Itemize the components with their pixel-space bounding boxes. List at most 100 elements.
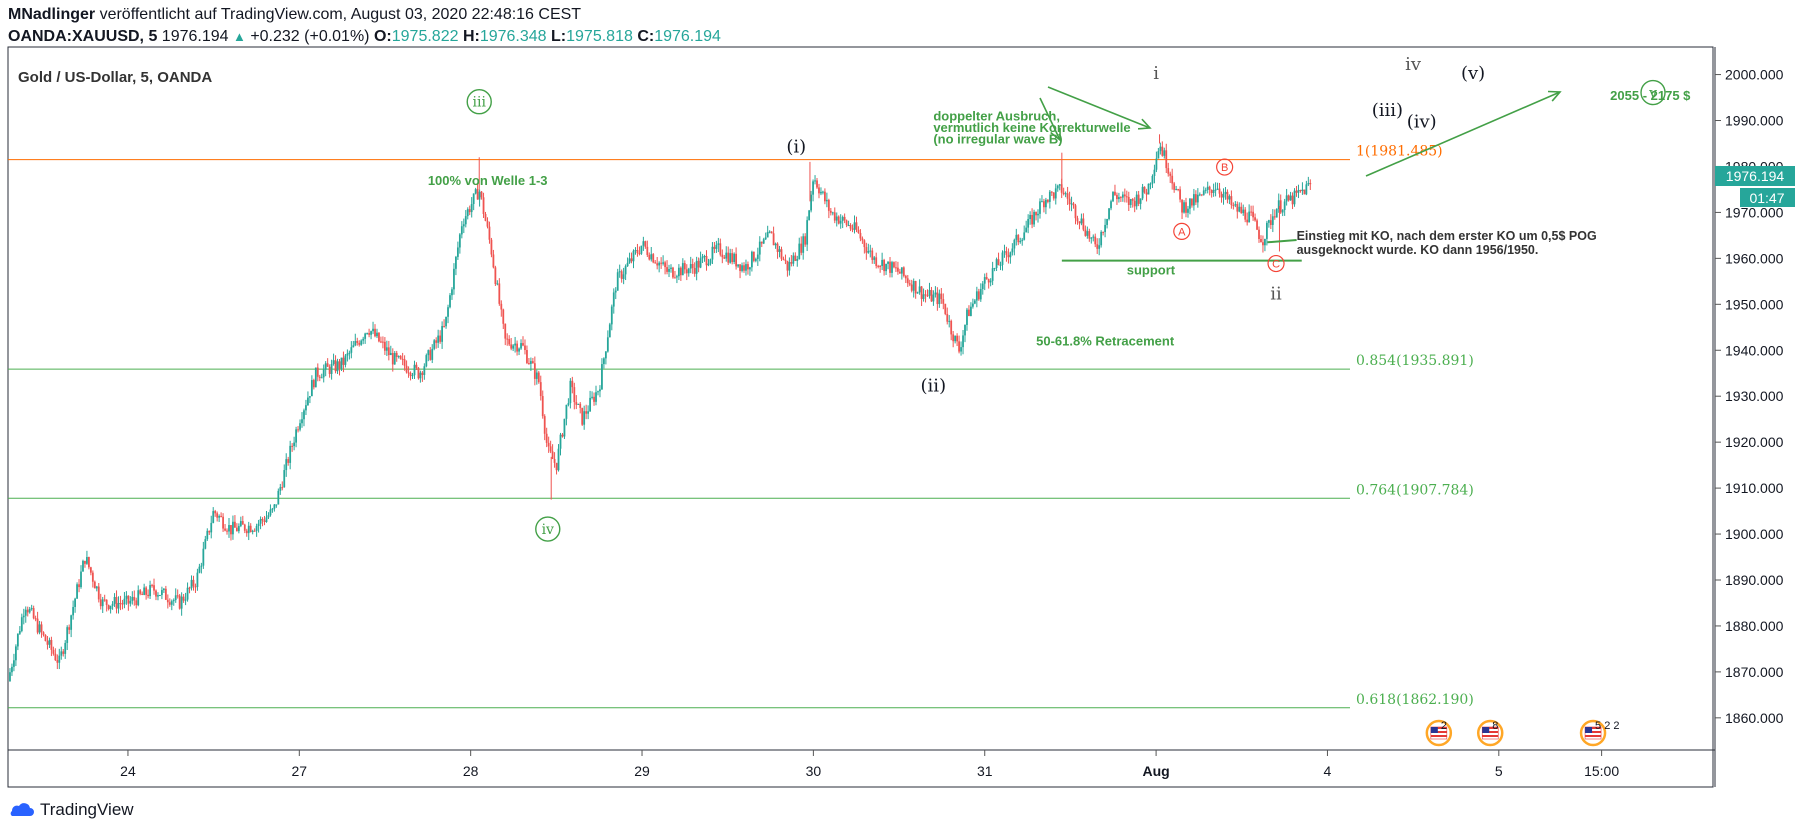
candle-body	[634, 250, 637, 252]
candle-body	[608, 324, 611, 338]
candle-body	[930, 289, 933, 302]
candle-body	[68, 627, 71, 630]
candle-body	[1064, 193, 1067, 195]
candle-body	[780, 249, 783, 259]
candle-body	[1023, 232, 1026, 240]
candle-body	[299, 423, 301, 430]
candle-body	[910, 284, 913, 291]
candle-body	[1250, 211, 1253, 213]
last-price: 1976.194	[161, 28, 229, 45]
candle-body	[865, 247, 868, 253]
candle-body	[488, 226, 491, 240]
fib-level-label-1: 0.854(1935.891)	[1356, 353, 1474, 369]
symbol-name[interactable]: OANDA:XAUUSD, 5	[8, 28, 158, 45]
candle-body	[1177, 188, 1180, 190]
chart-title: Gold / US-Dollar, 5, OANDA	[18, 69, 212, 86]
us-flag-event-icon-2[interactable]: 5 2 2	[1579, 719, 1620, 747]
candle-body	[374, 328, 376, 337]
high-value: 1976.348	[479, 28, 547, 45]
candle-body	[95, 586, 98, 589]
drawings[interactable]	[1039, 86, 1562, 262]
candle-body	[287, 459, 290, 463]
candle-body	[38, 624, 41, 633]
candle-body	[971, 303, 974, 307]
price-axis[interactable]: 1860.000 1870.000 1880.000 1890.000 1900.000…	[1715, 67, 1784, 726]
candle-body	[1125, 196, 1128, 198]
author-name[interactable]: MNadlinger	[8, 6, 96, 23]
y-tick-label-11: 1970.000	[1725, 204, 1784, 220]
candle-body	[1003, 251, 1006, 253]
candle-body	[1039, 201, 1041, 214]
candle-body	[482, 197, 485, 214]
candle-body	[389, 352, 392, 356]
annotation-15: doppelter Ausbruch,	[933, 109, 1060, 124]
candle-body	[18, 631, 21, 634]
candle-body	[906, 278, 909, 284]
candle-body	[664, 262, 666, 268]
candle-body	[245, 530, 248, 534]
candle-body	[214, 511, 217, 514]
candle-body	[257, 523, 260, 527]
candle-body	[1295, 190, 1298, 193]
candle-body	[638, 253, 641, 255]
y-tick-label-8: 1940.000	[1725, 342, 1784, 358]
candle-body	[1116, 194, 1118, 200]
candle-body	[1230, 196, 1233, 206]
candle-body	[875, 257, 878, 266]
us-flag-event-icon-0[interactable]: 2	[1425, 719, 1453, 747]
candle-body	[340, 357, 343, 369]
candle-body	[1157, 151, 1160, 159]
economic-events[interactable]: 2 8 5 2 2	[1425, 719, 1620, 747]
ko-level-line[interactable]	[1267, 238, 1297, 244]
candle-body	[837, 216, 840, 224]
annotation-1-ring	[535, 516, 561, 542]
candle-body	[419, 372, 422, 379]
candle-body	[307, 397, 309, 406]
candle-body	[496, 283, 499, 285]
candle-body	[948, 320, 951, 322]
candle-body	[1191, 198, 1193, 206]
candle-body	[833, 212, 836, 221]
candle-body	[676, 276, 678, 278]
candle-body	[147, 594, 149, 597]
time-axis[interactable]: 24 27 28 29 30 31 Aug 4 5 15:00	[120, 750, 1619, 779]
candle-body	[82, 560, 84, 572]
candle-body	[1161, 146, 1164, 156]
target-arrow[interactable]	[1365, 91, 1561, 177]
us-flag-event-icon-1[interactable]: 8	[1476, 719, 1504, 747]
candle-body	[109, 605, 112, 610]
candle-body	[979, 289, 982, 300]
candle-body	[1098, 245, 1101, 249]
candle-body	[1048, 191, 1051, 202]
candle-body	[729, 253, 732, 263]
candle-body	[794, 255, 797, 261]
candle-body	[1127, 196, 1130, 205]
candle-body	[342, 357, 345, 365]
candle-body	[1238, 206, 1241, 212]
breakout-arrow-1[interactable]	[1039, 97, 1061, 141]
candle-body	[16, 633, 19, 647]
candle-body	[261, 519, 264, 521]
candle-body	[366, 333, 369, 335]
candle-body	[101, 599, 104, 607]
candle-body	[462, 224, 465, 227]
fib-level-label-0: 1(1981.485)	[1356, 144, 1443, 160]
candle-body	[137, 590, 140, 606]
candle-body	[709, 259, 712, 264]
candle-body	[1285, 195, 1288, 202]
annotation-1: iv	[542, 522, 554, 538]
event-count-0: 2	[1441, 720, 1447, 732]
candle-body	[364, 333, 367, 339]
tradingview-logo[interactable]: TradingView	[8, 800, 134, 820]
fib-retracement[interactable]: 1(1981.485) 0.854(1935.891) 0.764(1907.784…	[8, 144, 1474, 709]
breakout-arrow-2[interactable]	[1047, 86, 1151, 129]
candle-body	[768, 231, 771, 233]
last-price-badge: 1976.194 01:47	[1715, 166, 1795, 207]
candle-body	[121, 603, 124, 605]
candle-body	[632, 250, 635, 262]
candle-body	[790, 262, 793, 264]
x-tick-label-5: 31	[977, 763, 993, 779]
candle-body	[697, 260, 700, 268]
annotation-12: A	[1178, 226, 1186, 238]
